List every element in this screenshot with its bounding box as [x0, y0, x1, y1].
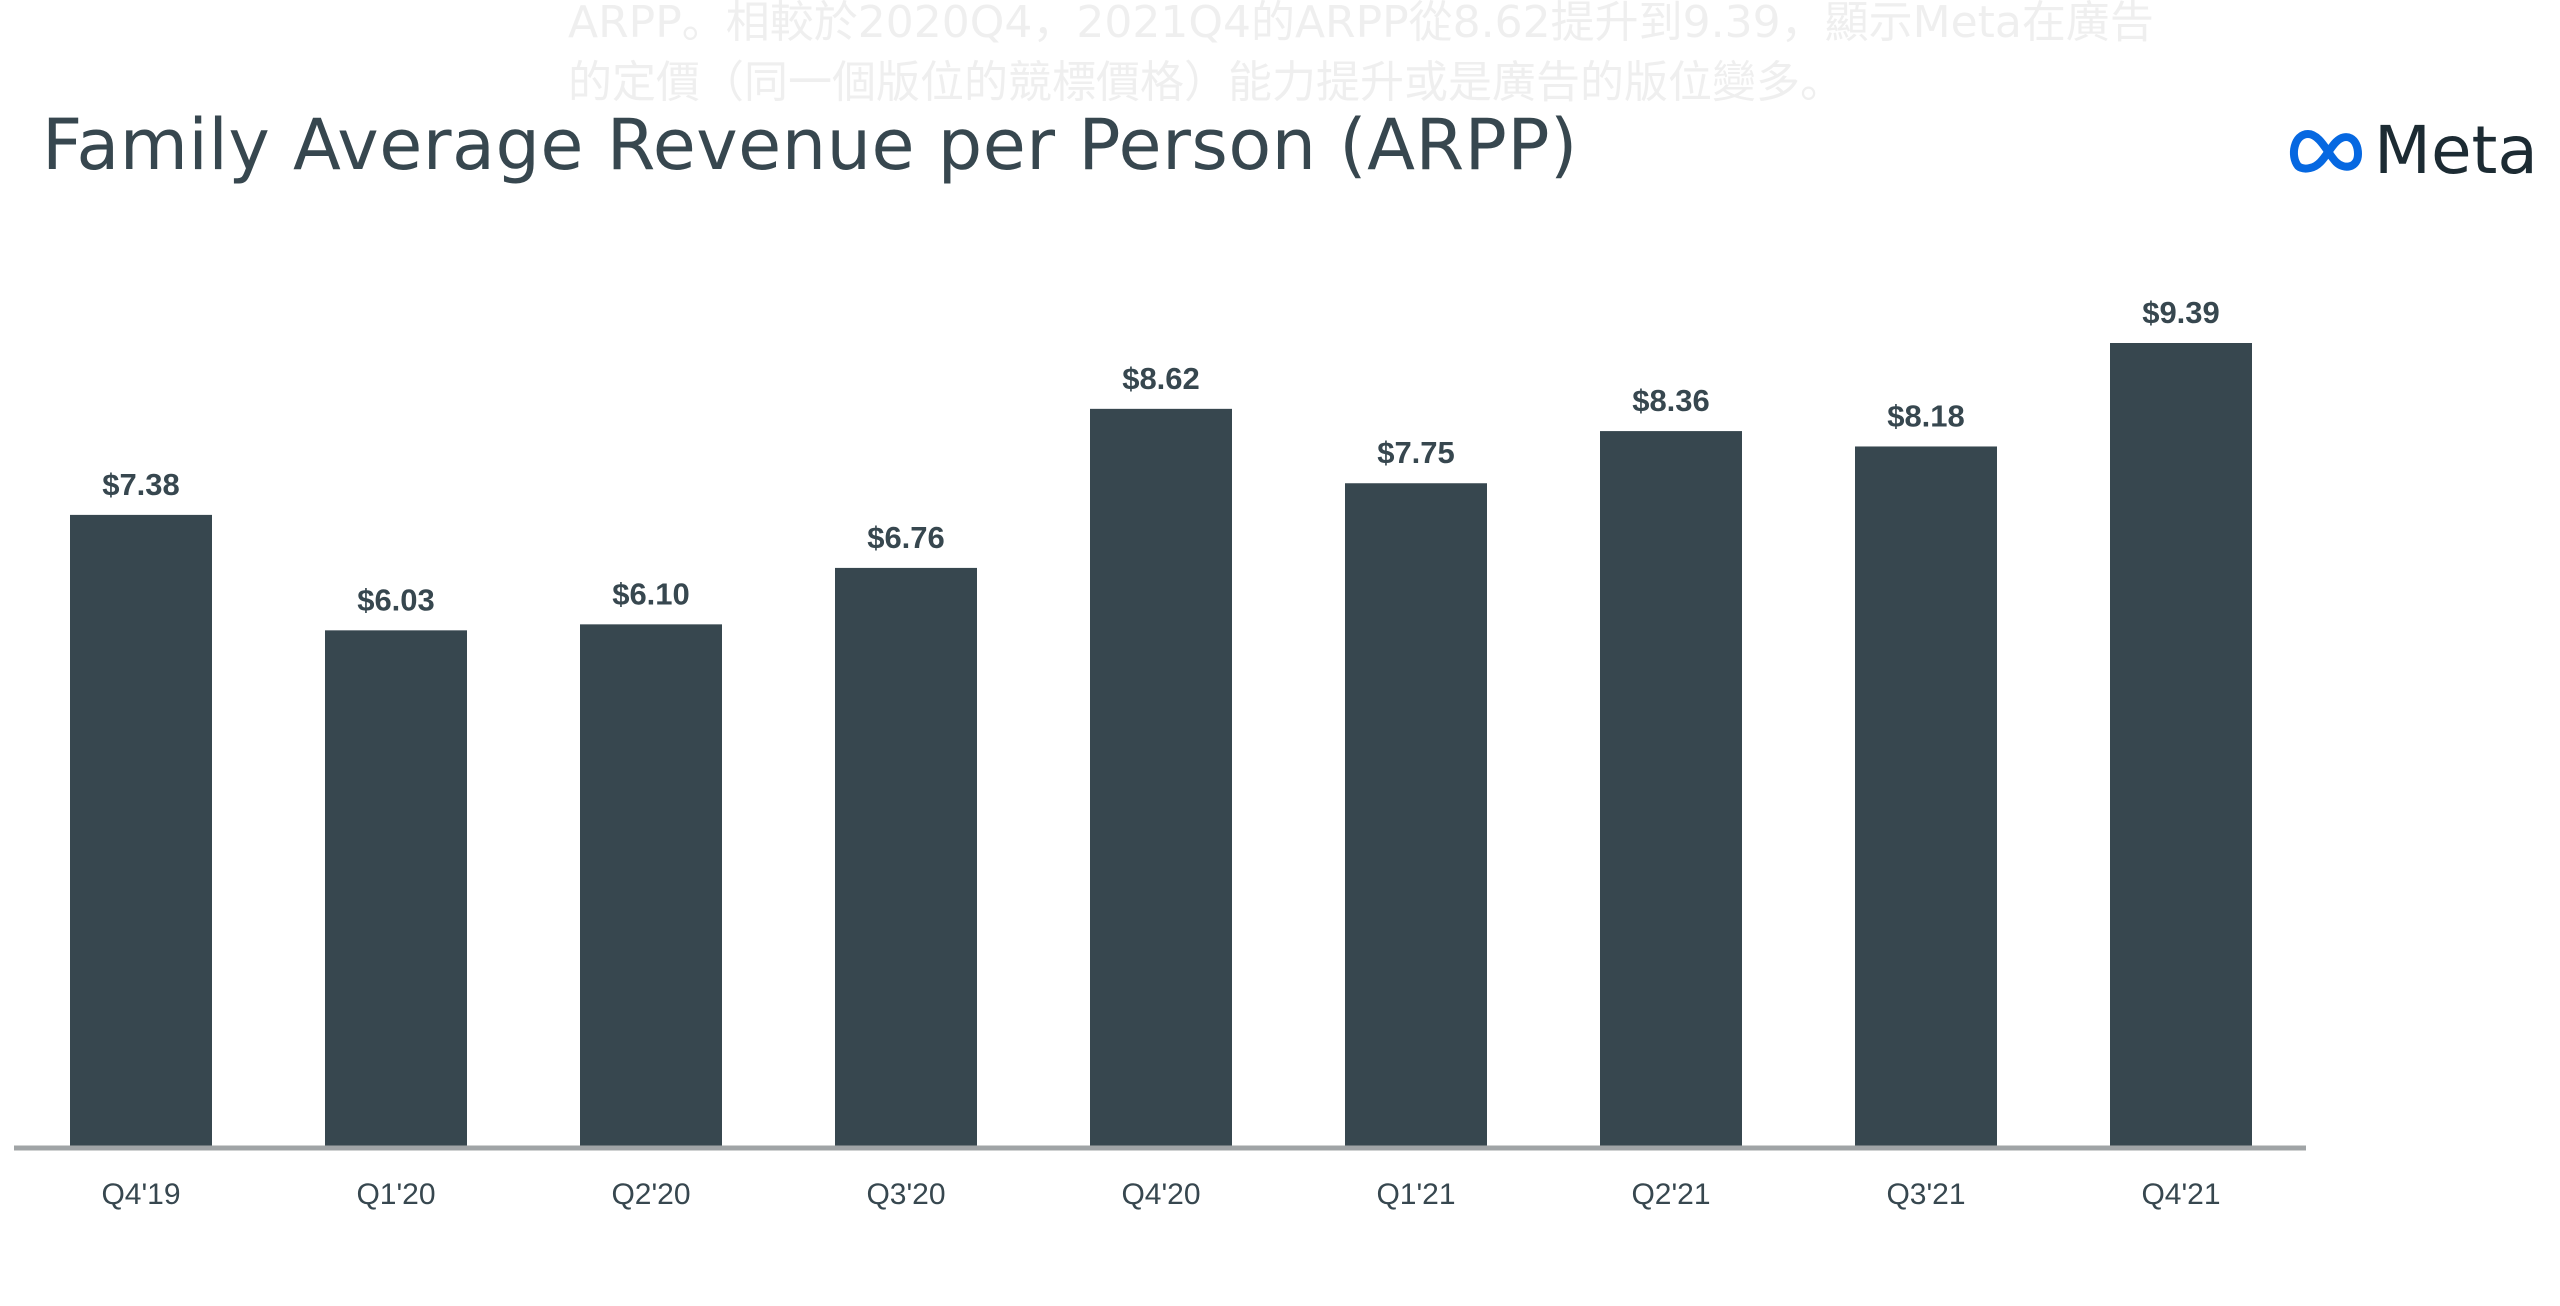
bar-Q4'19 [70, 514, 212, 1146]
data-label: $6.03 [357, 582, 435, 617]
x-tick-label: Q3'20 [866, 1178, 945, 1211]
bar-Q1'21 [1345, 483, 1487, 1146]
bar-Q4'21 [2110, 343, 2252, 1146]
data-label: $8.18 [1887, 398, 1965, 433]
bar-Q2'21 [1600, 431, 1742, 1146]
background-text-line-1: ARPP。相較於2020Q4，2021Q4的ARPP從8.62提升到9.39，顯… [568, 0, 2154, 48]
bar-Q4'20 [1090, 408, 1232, 1146]
background-text-line-2: 的定價（同一個版位的競標價格）能力提升或是廣告的版位變多。 [568, 57, 1844, 108]
bar-Q1'20 [325, 630, 467, 1146]
data-label: $8.36 [1632, 383, 1710, 418]
chart-title: Family Average Revenue per Person (ARPP) [42, 104, 1578, 186]
data-label: $6.76 [867, 520, 945, 555]
data-label: $9.39 [2142, 295, 2220, 330]
data-label: $6.10 [612, 576, 690, 611]
bar-Q3'21 [1855, 446, 1997, 1146]
bar-Q3'20 [835, 567, 977, 1146]
bar-Q2'20 [580, 624, 722, 1146]
data-label: $7.38 [102, 467, 180, 502]
x-tick-label: Q2'21 [1631, 1178, 1710, 1211]
meta-logo: Meta [2288, 112, 2538, 189]
x-tick-label: Q3'21 [1886, 1178, 1965, 1211]
x-tick-label: Q4'19 [101, 1178, 180, 1211]
data-label: $7.75 [1377, 435, 1455, 470]
x-tick-label: Q4'21 [2141, 1178, 2220, 1211]
x-tick-label: Q1'20 [356, 1178, 435, 1211]
meta-logo-text: Meta [2374, 112, 2538, 189]
x-tick-label: Q4'20 [1121, 1178, 1200, 1211]
data-label: $8.62 [1122, 361, 1200, 396]
x-tick-label: Q2'20 [611, 1178, 690, 1211]
meta-infinity-icon [2289, 129, 2363, 173]
x-tick-label: Q1'21 [1376, 1178, 1455, 1211]
